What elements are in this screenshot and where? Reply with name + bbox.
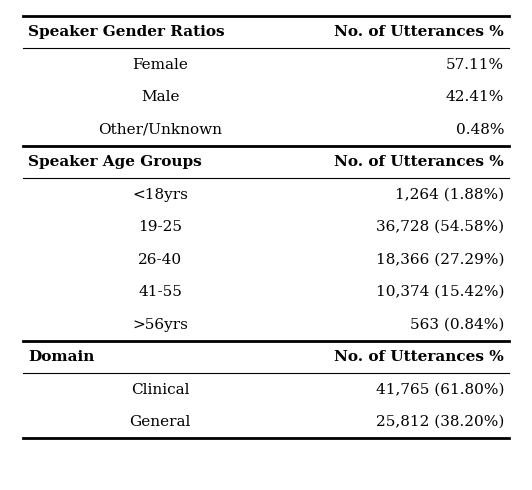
Text: No. of Utterances %: No. of Utterances % [335,25,504,39]
Text: Female: Female [132,58,188,72]
Text: 18,366 (27.29%): 18,366 (27.29%) [376,253,504,267]
Text: Speaker Age Groups: Speaker Age Groups [28,155,202,169]
Text: <18yrs: <18yrs [132,188,188,202]
Text: Male: Male [141,90,179,104]
Text: >56yrs: >56yrs [132,318,188,332]
Text: 10,374 (15.42%): 10,374 (15.42%) [376,285,504,299]
Text: 57.11%: 57.11% [446,58,504,72]
Text: Domain: Domain [28,350,94,364]
Text: 25,812 (38.20%): 25,812 (38.20%) [376,415,504,429]
Text: 42.41%: 42.41% [446,90,504,104]
Text: 36,728 (54.58%): 36,728 (54.58%) [376,220,504,234]
Text: Speaker Gender Ratios: Speaker Gender Ratios [28,25,225,39]
Text: 41,765 (61.80%): 41,765 (61.80%) [376,383,504,396]
Text: 26-40: 26-40 [138,253,182,267]
Text: Clinical: Clinical [131,383,189,396]
Text: 1,264 (1.88%): 1,264 (1.88%) [395,188,504,202]
Text: 19-25: 19-25 [138,220,182,234]
Text: No. of Utterances %: No. of Utterances % [335,350,504,364]
Text: 563 (0.84%): 563 (0.84%) [410,318,504,332]
Text: 0.48%: 0.48% [455,122,504,137]
Text: 41-55: 41-55 [138,285,182,299]
Text: No. of Utterances %: No. of Utterances % [335,155,504,169]
Text: Other/Unknown: Other/Unknown [98,122,222,137]
Text: General: General [129,415,191,429]
